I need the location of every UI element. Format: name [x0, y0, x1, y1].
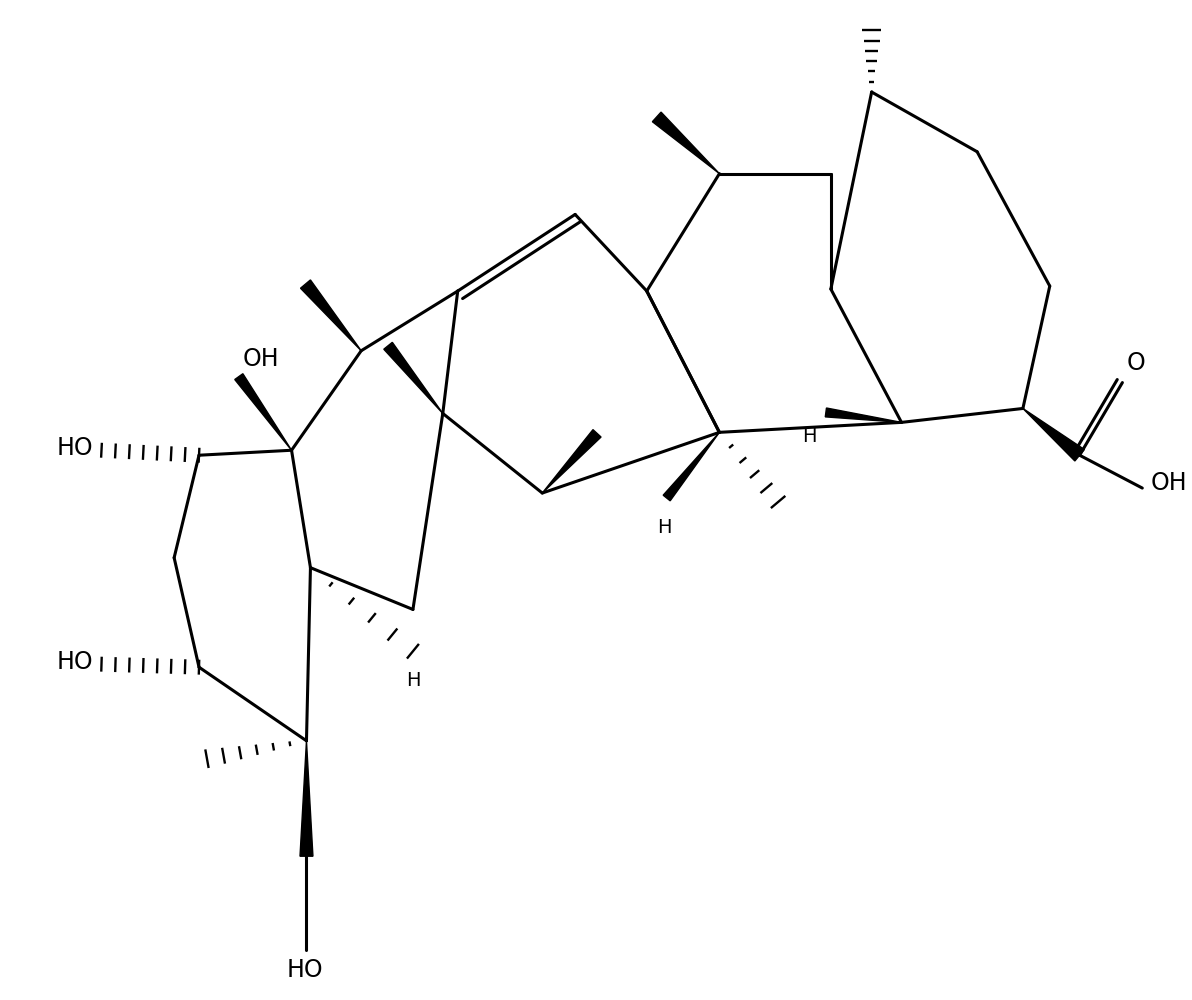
Polygon shape: [542, 430, 601, 493]
Text: HO: HO: [286, 958, 323, 982]
Polygon shape: [1023, 408, 1085, 461]
Text: OH: OH: [243, 347, 279, 371]
Polygon shape: [652, 112, 720, 174]
Polygon shape: [663, 432, 720, 501]
Polygon shape: [235, 374, 292, 450]
Text: H: H: [802, 427, 817, 446]
Text: H: H: [658, 518, 672, 537]
Text: OH: OH: [1150, 471, 1187, 495]
Polygon shape: [300, 280, 361, 351]
Text: HO: HO: [57, 436, 93, 460]
Text: HO: HO: [57, 650, 93, 674]
Text: O: O: [1126, 351, 1146, 375]
Text: H: H: [405, 671, 421, 690]
Polygon shape: [300, 741, 313, 856]
Polygon shape: [384, 342, 442, 413]
Polygon shape: [825, 408, 901, 422]
